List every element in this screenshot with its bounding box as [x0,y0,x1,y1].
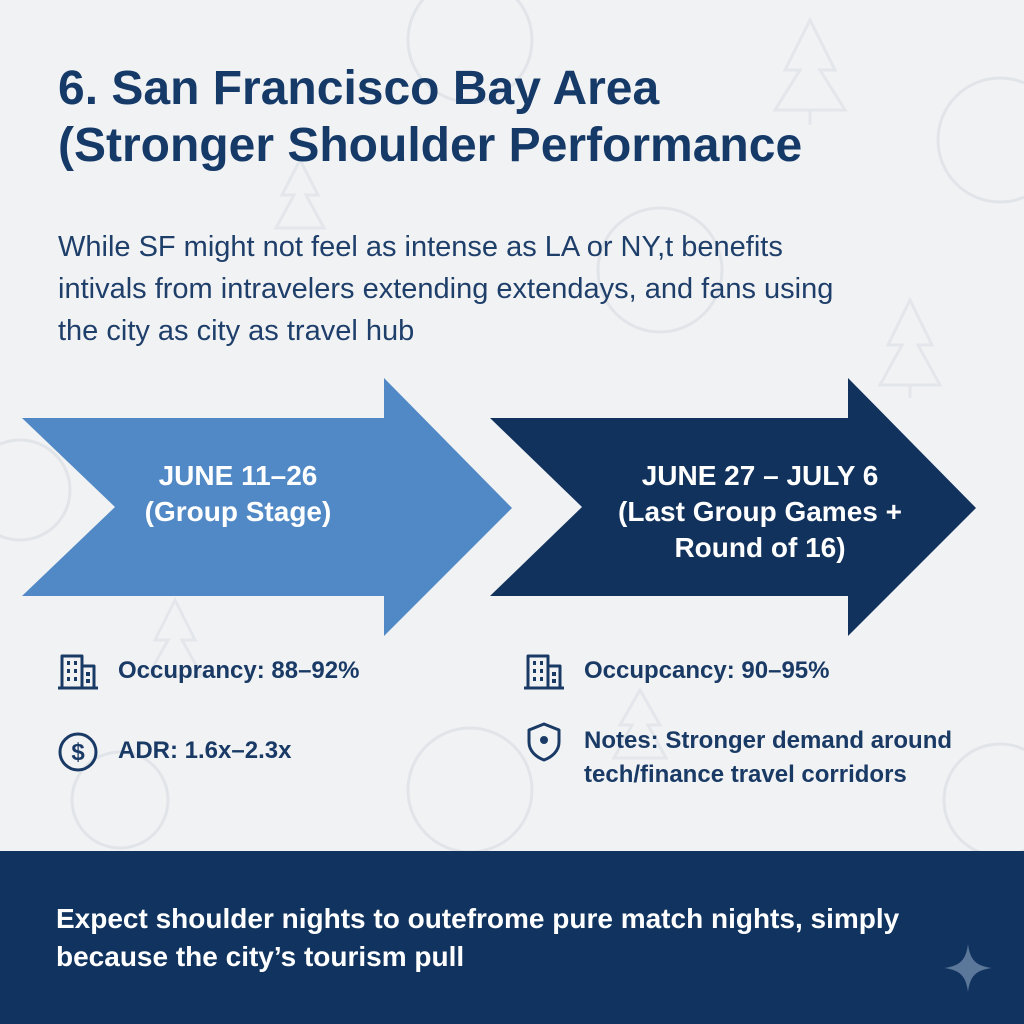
phase-1-adr: $ ADR: 1.6x–2.3x [56,732,292,774]
phase-1-dates: JUNE 11–26 [158,460,318,491]
page-title-line-1: 6. San Francisco Bay Area [58,62,660,115]
phase-1-occupancy: Occuprancy: 88–92% [56,654,359,694]
intro-line-3: the city as city as travel hub [58,315,415,347]
phase-2-occupancy-text: Occupcancy: 90–95% [584,657,830,684]
svg-text:$: $ [71,739,85,766]
phase-2-notes-line-1: Notes: Stronger demand around [584,727,953,754]
footer-line-1: Expect shoulder nights to outefrome pure… [56,903,900,934]
phase-2-occupancy: Occupcancy: 90–95% [522,654,829,694]
phase-2-notes: Notes: Stronger demand around tech/finan… [522,722,953,792]
page-title: 6. San Francisco Bay Area (Stronger Shou… [58,60,998,174]
phase-2-notes-line-2: tech/finance travel corridors [584,761,907,788]
phase-1-label: JUNE 11–26 (Group Stage) [118,458,358,530]
shield-icon [527,722,561,762]
phase-1-arrow [22,378,512,636]
phase-2-subtitle-line-2: Round of 16) [674,532,846,563]
phase-2-subtitle-line-1: (Last Group Games + [618,496,902,527]
footer-banner [0,851,1024,1024]
phase-arrows [22,378,976,636]
phase-1-adr-text: ADR: 1.6x–2.3x [118,737,292,764]
phase-2-label: JUNE 27 – JULY 6 (Last Group Games + Rou… [590,458,930,566]
intro-line-2: intivals from intravelers extending exte… [58,273,834,305]
footer-line-2: because the city’s tourism pull [56,941,465,972]
footer-text: Expect shoulder nights to outefrome pure… [56,900,1006,976]
phase-1-occupancy-text: Occuprancy: 88–92% [118,657,360,684]
sparkle-icon [944,944,992,992]
dollar-icon: $ [58,732,98,772]
building-icon [524,654,564,690]
intro-paragraph: While SF might not feel as intense as LA… [58,226,998,352]
page-title-line-2: (Stronger Shoulder Performance [58,119,803,172]
intro-line-1: While SF might not feel as intense as LA… [58,231,783,263]
phase-2-dates: JUNE 27 – JULY 6 [641,460,879,491]
phase-1-subtitle: (Group Stage) [144,496,332,527]
phase-2-arrow [490,378,976,636]
building-icon [58,654,98,690]
